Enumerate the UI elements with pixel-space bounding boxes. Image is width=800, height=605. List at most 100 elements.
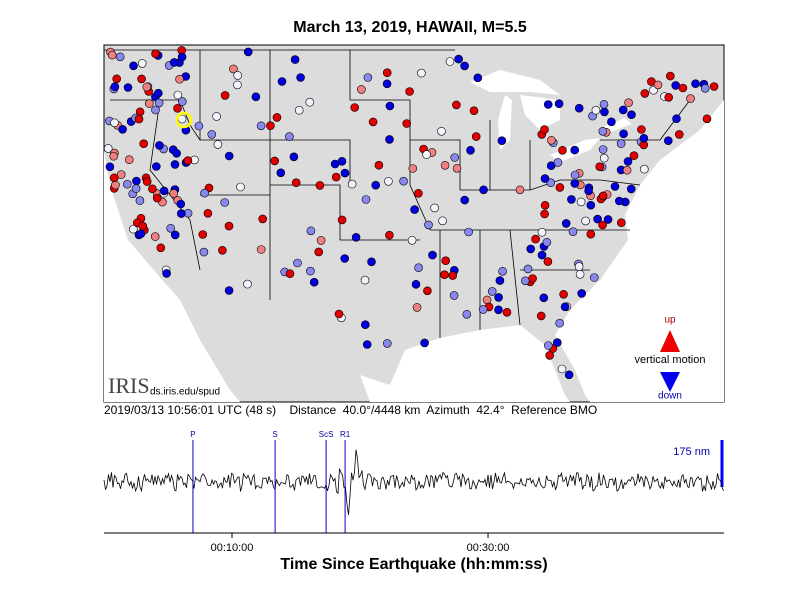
station bbox=[199, 247, 209, 257]
station bbox=[123, 83, 133, 92]
station bbox=[599, 153, 609, 163]
lake bbox=[498, 95, 512, 150]
station bbox=[224, 286, 234, 295]
border bbox=[509, 229, 521, 326]
station bbox=[557, 364, 567, 374]
station bbox=[543, 341, 553, 350]
state-borders bbox=[104, 49, 691, 338]
station bbox=[285, 132, 294, 141]
station bbox=[440, 161, 450, 170]
phase-label: R1 bbox=[340, 430, 351, 439]
station bbox=[135, 196, 145, 205]
station bbox=[543, 100, 553, 109]
station bbox=[598, 145, 608, 154]
station bbox=[437, 127, 446, 136]
station bbox=[116, 170, 126, 179]
station bbox=[487, 287, 497, 296]
station bbox=[129, 224, 138, 234]
station bbox=[131, 184, 141, 193]
station bbox=[385, 135, 394, 144]
station bbox=[109, 151, 118, 161]
station bbox=[177, 209, 186, 218]
station bbox=[441, 256, 451, 266]
station bbox=[600, 107, 609, 117]
station bbox=[289, 152, 299, 162]
station bbox=[233, 71, 242, 80]
station bbox=[610, 182, 620, 191]
station bbox=[107, 50, 117, 60]
station bbox=[337, 215, 347, 225]
station bbox=[151, 49, 160, 59]
station bbox=[494, 293, 503, 302]
border bbox=[269, 50, 351, 185]
station bbox=[537, 250, 547, 260]
phase-label: P bbox=[190, 430, 195, 439]
station bbox=[639, 164, 649, 174]
station bbox=[584, 186, 593, 196]
station bbox=[145, 99, 154, 108]
station bbox=[170, 160, 180, 169]
station bbox=[224, 151, 234, 161]
station bbox=[112, 74, 121, 84]
station bbox=[570, 145, 580, 155]
pacific bbox=[104, 150, 240, 402]
station bbox=[599, 100, 609, 109]
station bbox=[220, 198, 229, 207]
station bbox=[417, 68, 426, 78]
station bbox=[702, 114, 712, 124]
station bbox=[109, 173, 119, 183]
station bbox=[540, 209, 549, 219]
station bbox=[598, 127, 608, 136]
station bbox=[291, 178, 301, 187]
station bbox=[555, 318, 565, 328]
station bbox=[173, 104, 182, 113]
station bbox=[138, 221, 148, 231]
station bbox=[452, 164, 462, 173]
station bbox=[629, 151, 639, 160]
station bbox=[448, 271, 458, 280]
border bbox=[410, 139, 461, 190]
station bbox=[464, 227, 473, 237]
station bbox=[411, 279, 421, 289]
station bbox=[125, 155, 134, 164]
station bbox=[560, 302, 570, 312]
station bbox=[142, 177, 152, 186]
station bbox=[686, 94, 695, 103]
station bbox=[266, 121, 275, 130]
station bbox=[478, 305, 488, 314]
station bbox=[414, 263, 423, 273]
station bbox=[361, 195, 371, 204]
station bbox=[374, 160, 384, 170]
station bbox=[306, 266, 315, 276]
logo: IRIS bbox=[108, 373, 150, 398]
station bbox=[251, 92, 261, 102]
station bbox=[385, 230, 394, 240]
x-axis-title: Time Since Earthquake (hh:mm:ss) bbox=[280, 556, 547, 573]
station bbox=[545, 351, 555, 360]
station bbox=[177, 52, 187, 62]
station bbox=[614, 196, 624, 206]
station bbox=[546, 161, 556, 170]
station bbox=[290, 55, 300, 64]
station bbox=[154, 98, 164, 108]
station bbox=[382, 68, 392, 77]
station bbox=[460, 195, 470, 205]
station bbox=[591, 105, 601, 115]
stations bbox=[103, 46, 719, 380]
station bbox=[449, 291, 459, 300]
station bbox=[540, 201, 550, 210]
station bbox=[671, 81, 681, 90]
station bbox=[270, 156, 280, 166]
station bbox=[294, 105, 304, 115]
station bbox=[700, 84, 710, 93]
station bbox=[466, 146, 475, 155]
station bbox=[595, 162, 605, 171]
station bbox=[574, 262, 584, 271]
station bbox=[142, 82, 152, 92]
logo-url: ds.iris.edu/spud bbox=[150, 387, 220, 398]
station bbox=[452, 100, 461, 110]
station bbox=[110, 118, 119, 128]
station bbox=[626, 184, 636, 194]
station bbox=[520, 276, 530, 286]
station bbox=[316, 236, 326, 245]
